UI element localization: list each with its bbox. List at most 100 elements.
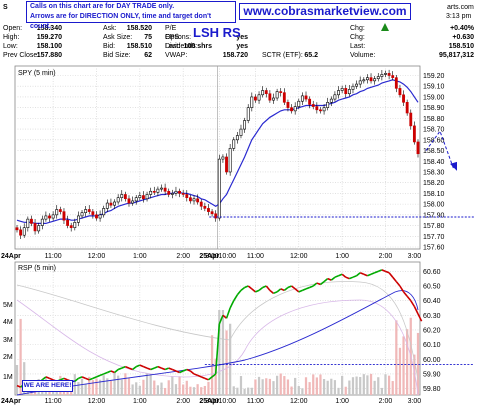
price-candle [333,91,337,102]
rsp-segment [218,315,224,325]
rsp-grid [15,262,420,395]
price-candle [19,226,23,239]
volume-bar [319,374,322,395]
volume-bar [348,380,351,395]
volume-bar [261,379,264,395]
volume-tick: 2M [3,354,13,361]
volume-bar [402,336,405,395]
volume-bar [391,381,394,395]
rsp-segment [399,285,405,293]
rsp-segment [269,289,274,294]
volume-bar [344,386,347,395]
price-candle [225,153,228,175]
website-link[interactable]: www.cobrasmarketview.com [239,3,411,20]
rsp-segment [168,367,173,371]
rsp-segment [74,377,79,382]
rsp-segment [356,272,361,277]
volume-bar [200,387,203,395]
x-tick-label: 25Apr [199,253,219,260]
charts-fragment: arts.com [447,4,474,11]
rsp-segment [319,280,325,286]
price-candle [102,205,106,218]
price-candle [109,198,113,208]
volume-bar [366,375,369,395]
rsp-segment [204,377,209,381]
rsp-chart-title: RSP (5 min) [18,265,56,272]
price-candle [232,137,236,152]
rsp-segment [63,377,68,381]
price-candle [246,104,250,124]
price-candle [170,189,174,199]
quote-value: 158.720 [223,52,248,59]
price-candle [416,139,420,158]
volume-bar [387,375,391,395]
volume-bar [120,379,123,395]
volume-bar [290,386,293,395]
price-candle [113,199,116,209]
rsp-segment [110,370,115,374]
x-tick-label: 24Apr [1,253,21,260]
rsp-segment [327,277,332,281]
price-candle [210,208,214,217]
rsp-segment [172,368,177,372]
rsp-segment [417,313,423,322]
price-candle [26,216,30,232]
price-candle [55,205,59,219]
x-tick-label: 2:00 [379,253,393,260]
price-candle [98,210,102,222]
volume-bar [250,387,253,395]
rsp-segment [341,273,347,278]
volume-bar [95,378,98,395]
price-candle [326,97,330,111]
x-tick-label: 2:00 [176,253,190,260]
price-y-tick: 157.60 [423,245,445,252]
quote-value: yes [236,43,248,50]
volume-bar [153,380,156,395]
rsp-segment [211,373,217,378]
volume-bar [131,384,134,395]
price-candle [167,188,171,198]
price-y-tick: 158.20 [423,180,445,187]
rsp-segment [135,364,141,368]
quote-value: 95,817,312 [439,52,474,59]
volume-bar [124,373,127,395]
rsp-segment [233,294,239,302]
volume-bar [229,323,232,395]
rsp-segment [41,376,47,381]
rsp-segment [150,367,155,371]
price-candle [33,219,37,235]
volume-bar [196,384,199,395]
volume-bar [192,387,196,395]
price-candle [134,195,138,205]
volume-bar [167,380,170,395]
price-candle [286,99,290,112]
price-candle [174,186,178,197]
price-candle [163,183,167,196]
rsp-segment [276,288,282,293]
price-candle [272,93,275,104]
price-candle [315,102,319,114]
sctr-label: SCTR (ETF): [262,52,303,59]
price-candle [319,107,322,114]
x-tick-label: 10:00 [219,253,237,260]
rsp-y-axis: 59.80 59.90 60.00 60.10 60.20 60.30 60.40 60.50… [423,269,441,393]
volume-bar [91,380,94,395]
rsp-y-tick: 60.50 [423,283,441,290]
volume-bar [308,382,311,395]
rsp-volume-axis: 1M 2M 3M 4M 5M [3,302,13,381]
rsp-segment [236,289,242,296]
price-candle [228,143,232,176]
price-candle [279,88,283,97]
rsp-y-tick: 59.80 [423,386,441,393]
rsp-panel: 59.80 59.90 60.00 60.10 60.20 60.30 60.40 60.50… [3,261,474,396]
price-y-tick: 158.00 [423,202,445,209]
volume-bar [257,376,261,395]
volume-bar [19,318,22,395]
volume-bar [145,373,149,395]
volume-bar [218,310,221,395]
quote-value: yes [236,34,248,41]
x-tick-label: 3:00 [408,253,422,260]
price-candle [116,194,120,205]
rsp-segment [283,286,289,292]
